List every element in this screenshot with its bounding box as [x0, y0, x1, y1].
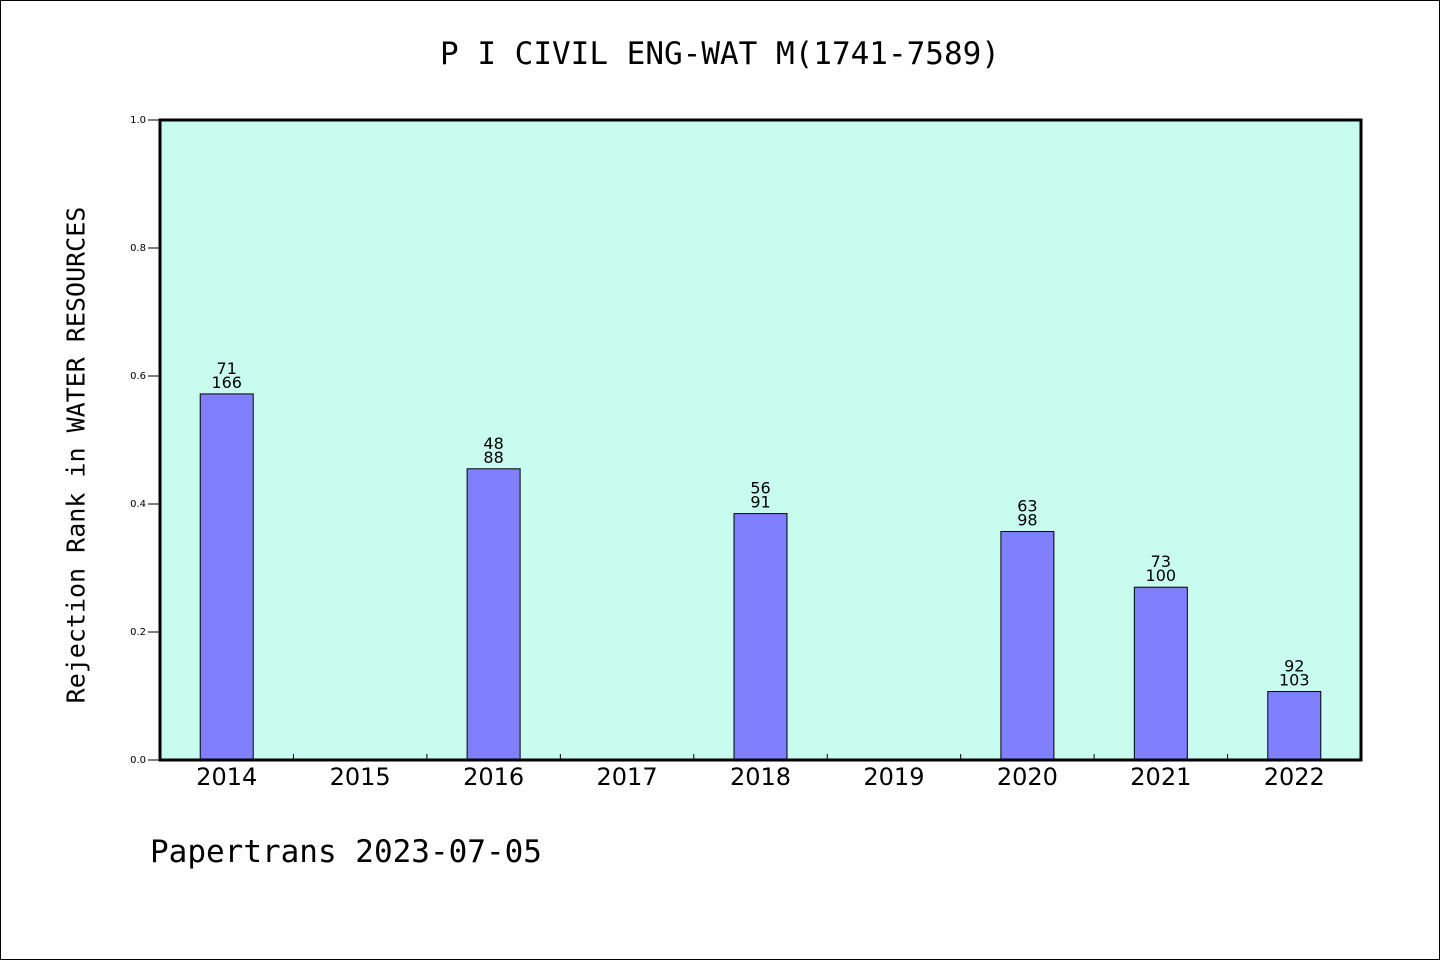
x-tick-label-2014: 2014	[196, 763, 257, 791]
x-tick-label-2015: 2015	[330, 763, 391, 791]
bar-label-bottom-2018: 91	[750, 493, 770, 512]
footer-stamp: Papertrans 2023-07-05	[150, 834, 542, 870]
bar-label-bottom-2020: 98	[1017, 511, 1037, 530]
bar-label-bottom-2021: 100	[1146, 566, 1177, 585]
plot-border	[158, 118, 1363, 762]
x-tick-label-2017: 2017	[597, 763, 658, 791]
x-axis: 2014 2015 2016 2017 2018 2019 2020 2021 2022	[196, 754, 1325, 791]
y-tick-label: 0.0	[130, 755, 146, 766]
bar-label-top-2016: 48	[483, 434, 503, 453]
bar-2014	[199, 393, 254, 761]
bar-label-top-2022: 92	[1284, 657, 1304, 676]
y-tick-label: 0.8	[130, 243, 146, 254]
bar-2016	[466, 468, 521, 761]
bar-label-top-2014: 71	[217, 359, 237, 378]
bar-label-bottom-2022: 103	[1279, 671, 1310, 690]
x-tick-label-2018: 2018	[730, 763, 791, 791]
x-tick-label-2019: 2019	[863, 763, 924, 791]
bar-2018	[733, 513, 788, 761]
x-tick-label-2016: 2016	[463, 763, 524, 791]
y-tick-label: 1.0	[130, 115, 146, 126]
bar-2022	[1267, 691, 1322, 761]
bar-2021	[1133, 586, 1188, 761]
chart-title: P I CIVIL ENG-WAT M(1741-7589)	[440, 36, 1000, 72]
x-tick-label-2020: 2020	[997, 763, 1058, 791]
y-tick-label: 0.2	[130, 627, 146, 638]
y-tick-label: 0.4	[130, 499, 146, 510]
bar-label-bottom-2014: 166	[211, 373, 242, 392]
bar-label-top-2021: 73	[1151, 552, 1171, 571]
y-tick-label: 0.6	[130, 371, 146, 382]
y-axis: 0.0 0.2 0.4 0.6 0.8 1.0	[130, 115, 160, 766]
bar-2020	[1000, 531, 1055, 761]
x-tick-label-2022: 2022	[1264, 763, 1325, 791]
bar-label-bottom-2016: 88	[483, 448, 503, 467]
x-tick-label-2021: 2021	[1130, 763, 1191, 791]
bar-label-top-2020: 63	[1017, 497, 1037, 516]
bar-label-top-2018: 56	[750, 479, 770, 498]
